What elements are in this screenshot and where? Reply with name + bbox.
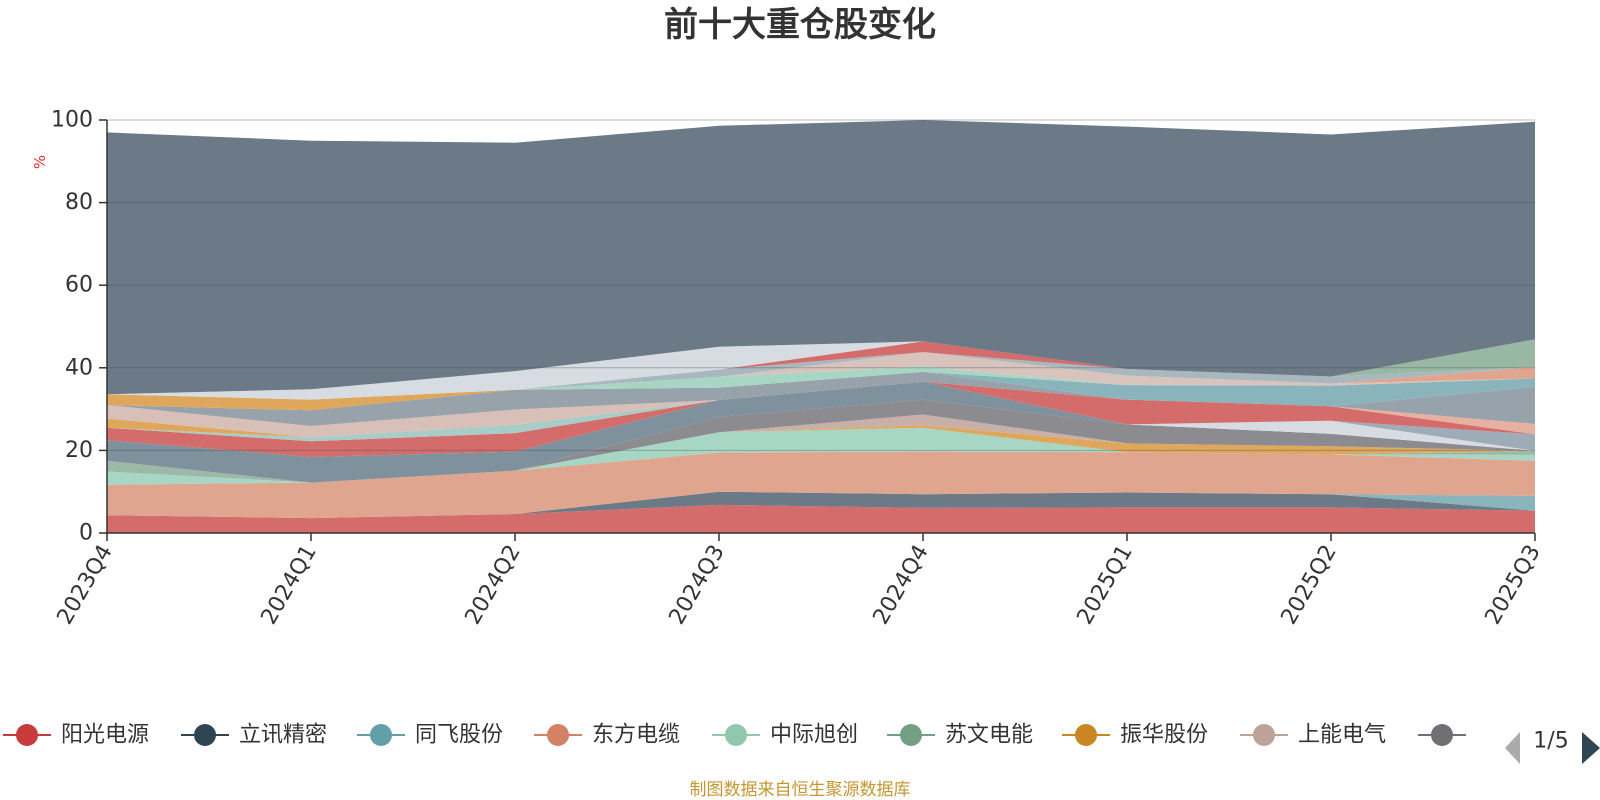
legend-marker — [16, 724, 38, 746]
area-series-8 — [107, 414, 1535, 483]
area-series-5 — [107, 427, 1535, 485]
legend-label: 立讯精密 — [239, 723, 327, 748]
x-tick-label: 2025Q3 — [1481, 541, 1546, 629]
legend-marker — [1253, 724, 1275, 746]
area-series-19 — [107, 371, 1535, 411]
legend-item[interactable]: 苏文电能 — [887, 723, 1033, 748]
y-tick-label: 60 — [65, 273, 93, 298]
legend-label: 中际旭创 — [770, 723, 858, 748]
legend-item[interactable]: 中际旭创 — [712, 723, 858, 748]
area-series-23 — [107, 352, 1535, 411]
legend-label: 振华股份 — [1120, 723, 1208, 748]
area-series-1 — [107, 504, 1535, 533]
legend-page-indicator: 1/5 — [1533, 729, 1568, 754]
x-tick-label: 2024Q4 — [869, 541, 934, 629]
area-series-21 — [107, 352, 1535, 411]
x-tick-label: 2023Q4 — [53, 541, 118, 629]
legend-marker — [1431, 724, 1453, 746]
legend-label: 苏文电能 — [945, 723, 1033, 748]
area-series-26 — [107, 339, 1535, 411]
y-tick-label: 20 — [65, 438, 93, 463]
data-source-note: 制图数据来自恒生聚源数据库 — [690, 780, 911, 800]
x-tick-label: 2025Q1 — [1073, 541, 1138, 629]
legend-marker — [370, 724, 392, 746]
x-tick-label: 2024Q2 — [461, 541, 526, 629]
y-axis-unit: % — [31, 155, 49, 169]
x-tick-label: 2024Q1 — [257, 541, 322, 629]
grid-lines — [107, 119, 1535, 451]
area-series-9 — [107, 399, 1535, 483]
legend-label: 上能电气 — [1298, 723, 1386, 748]
y-tick-label: 80 — [65, 190, 93, 215]
legend-item[interactable]: 振华股份 — [1062, 723, 1208, 748]
area-series-15 — [107, 381, 1535, 442]
area-series-16 — [107, 381, 1535, 438]
legend-marker — [547, 724, 569, 746]
area-series-27 — [107, 339, 1535, 400]
axes — [99, 119, 1536, 541]
legend-item[interactable]: 东方电缆 — [534, 723, 680, 748]
legend-marker — [725, 724, 747, 746]
area-series-10 — [107, 381, 1535, 483]
area-series-4 — [107, 451, 1535, 519]
area-series-17 — [107, 381, 1535, 438]
area-series-group — [107, 120, 1535, 533]
area-series-20 — [107, 366, 1535, 411]
area-series-28 — [107, 120, 1535, 395]
x-tick-labels: 2023Q4 2024Q1 2024Q2 2024Q3 2024Q4 2025Q1 2025… — [53, 541, 1546, 629]
y-tick-label: 100 — [51, 108, 93, 133]
legend-item[interactable]: 同飞股份 — [357, 723, 503, 748]
legend-item[interactable] — [1418, 724, 1466, 746]
y-tick-labels: 0 20 40 60 80 100 — [51, 108, 93, 546]
chart-title: 前十大重仓股变化 — [664, 5, 936, 45]
legend-marker — [194, 724, 216, 746]
legend-next-page-icon[interactable] — [1582, 732, 1600, 764]
area-series-2 — [107, 491, 1535, 519]
x-tick-label: 2024Q3 — [665, 541, 730, 629]
y-tick-label: 0 — [79, 521, 93, 546]
legend-item[interactable]: 阳光电源 — [3, 723, 149, 748]
legend-label: 东方电缆 — [592, 723, 680, 748]
legend-item[interactable]: 立讯精密 — [181, 723, 327, 748]
area-series-6 — [107, 427, 1535, 483]
legend-label: 阳光电源 — [61, 723, 149, 748]
legend[interactable]: 阳光电源 立讯精密 同飞股份 东方电缆 中际旭创 苏文电能 振华股份 上能电气 — [3, 723, 1466, 748]
y-tick-label: 40 — [65, 355, 93, 380]
legend-marker — [1075, 724, 1097, 746]
legend-label: 同飞股份 — [415, 723, 503, 748]
legend-item[interactable]: 上能电气 — [1240, 723, 1386, 748]
x-tick-label: 2025Q2 — [1277, 541, 1342, 629]
area-series-13 — [107, 381, 1535, 457]
legend-prev-page-icon[interactable] — [1505, 732, 1520, 764]
area-series-18 — [107, 371, 1535, 426]
legend-marker — [900, 724, 922, 746]
